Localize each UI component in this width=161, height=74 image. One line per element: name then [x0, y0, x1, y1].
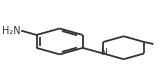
Text: H₂N: H₂N [2, 26, 21, 36]
Text: N: N [100, 48, 107, 57]
